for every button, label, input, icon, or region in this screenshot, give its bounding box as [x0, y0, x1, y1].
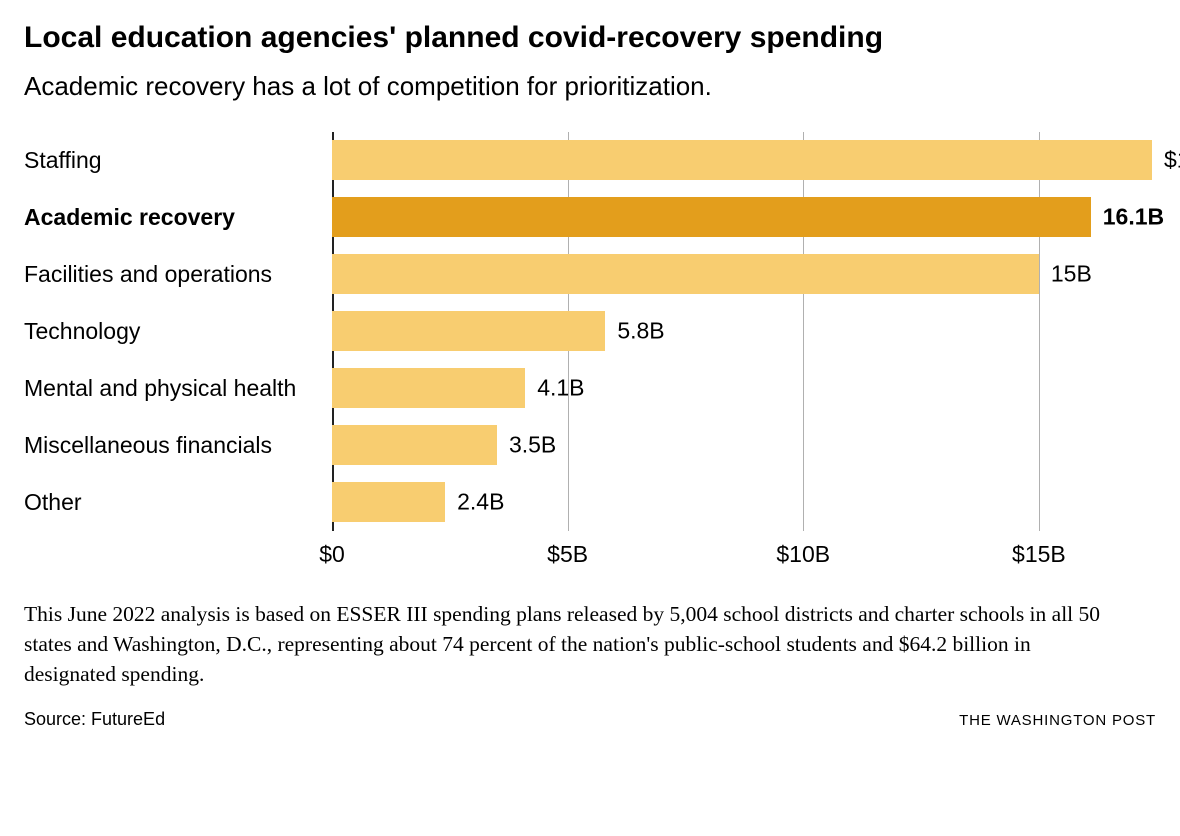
category-label: Technology [24, 303, 332, 360]
bar [332, 197, 1091, 237]
value-label: 2.4B [457, 489, 504, 516]
chart-footer: Source: FutureEd THE WASHINGTON POST [24, 709, 1156, 730]
bar [332, 311, 605, 351]
chart-subtitle: Academic recovery has a lot of competiti… [24, 70, 1156, 104]
category-label: Other [24, 474, 332, 531]
x-tick-label: $15B [1012, 541, 1066, 568]
x-tick-label: $10B [776, 541, 830, 568]
category-label: Miscellaneous financials [24, 417, 332, 474]
value-label: 4.1B [537, 375, 584, 402]
bar [332, 368, 525, 408]
value-label: 3.5B [509, 432, 556, 459]
x-axis: $0$5B$10B$15B [332, 533, 1152, 577]
bar-row: $17.4B [332, 132, 1152, 189]
bar [332, 140, 1152, 180]
category-label: Academic recovery [24, 189, 332, 246]
value-label: 5.8B [617, 318, 664, 345]
category-label: Mental and physical health [24, 360, 332, 417]
chart-caption: This June 2022 analysis is based on ESSE… [24, 599, 1124, 689]
category-label: Facilities and operations [24, 246, 332, 303]
bar-row: 4.1B [332, 360, 1152, 417]
bar [332, 254, 1039, 294]
credit-text: THE WASHINGTON POST [959, 712, 1156, 729]
value-label: 15B [1051, 261, 1092, 288]
bar-row: 15B [332, 246, 1152, 303]
value-label: 16.1B [1103, 204, 1164, 231]
y-axis-labels: StaffingAcademic recoveryFacilities and … [24, 132, 332, 531]
x-tick-label: $5B [547, 541, 588, 568]
value-label: $17.4B [1164, 147, 1180, 174]
source-text: Source: FutureEd [24, 709, 165, 730]
bar [332, 425, 497, 465]
category-label: Staffing [24, 132, 332, 189]
bar-row: 3.5B [332, 417, 1152, 474]
bar-row: 5.8B [332, 303, 1152, 360]
bar [332, 482, 445, 522]
bar-row: 16.1B [332, 189, 1152, 246]
plot-area: $17.4B16.1B 15B 5.8B 4.1B 3.5B 2.4B [332, 132, 1152, 531]
bars-container: $17.4B16.1B 15B 5.8B 4.1B 3.5B 2.4B [332, 132, 1152, 531]
chart-title: Local education agencies' planned covid-… [24, 20, 1156, 56]
x-tick-label: $0 [319, 541, 345, 568]
bar-row: 2.4B [332, 474, 1152, 531]
chart-area: StaffingAcademic recoveryFacilities and … [24, 132, 1156, 531]
